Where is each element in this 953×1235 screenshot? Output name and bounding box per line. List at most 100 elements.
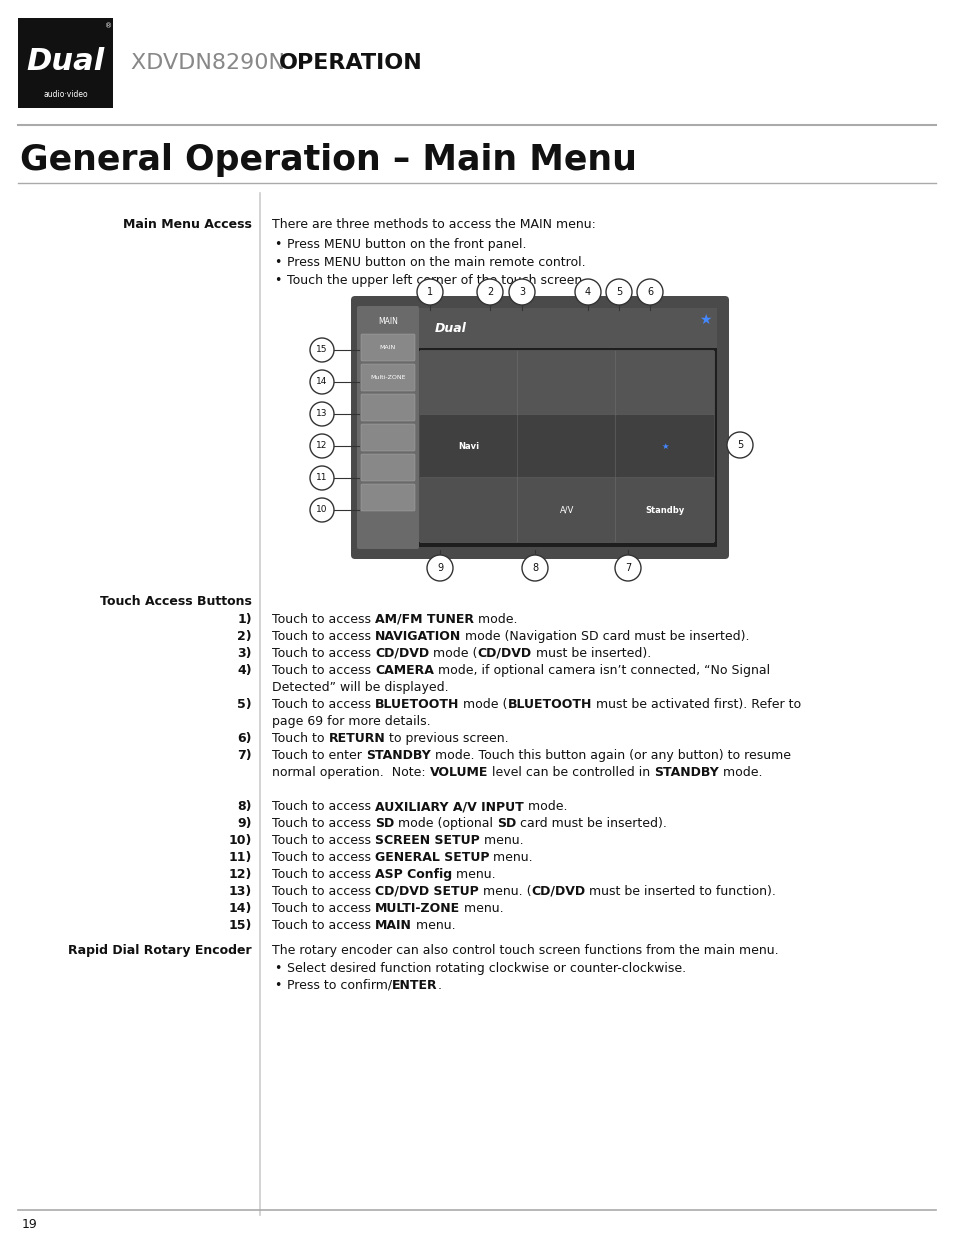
Text: •: • — [274, 256, 281, 269]
FancyBboxPatch shape — [356, 306, 418, 550]
Circle shape — [726, 432, 752, 458]
Text: 5): 5) — [237, 698, 252, 711]
Text: MAIN: MAIN — [379, 345, 395, 350]
Text: 12: 12 — [316, 441, 327, 451]
FancyBboxPatch shape — [360, 364, 415, 391]
Text: menu.: menu. — [459, 902, 503, 915]
Text: Detected” will be displayed.: Detected” will be displayed. — [272, 680, 448, 694]
Text: Touch to access: Touch to access — [272, 800, 375, 813]
Text: ®: ® — [106, 23, 112, 28]
Text: 9: 9 — [436, 563, 442, 573]
Text: Touch to access: Touch to access — [272, 613, 375, 626]
Circle shape — [476, 279, 502, 305]
Text: 10: 10 — [315, 505, 328, 515]
Text: ASP Config: ASP Config — [375, 868, 452, 881]
Circle shape — [310, 370, 334, 394]
Text: 19: 19 — [22, 1219, 38, 1231]
Text: Main Menu Access: Main Menu Access — [123, 219, 252, 231]
Text: 2): 2) — [237, 630, 252, 643]
Text: page 69 for more details.: page 69 for more details. — [272, 715, 430, 727]
Text: 3: 3 — [518, 287, 524, 296]
Text: ★: ★ — [698, 312, 711, 327]
Text: •: • — [274, 274, 281, 287]
Text: Touch to access: Touch to access — [272, 919, 375, 932]
Text: menu. (: menu. ( — [478, 885, 531, 898]
Text: audio·video: audio·video — [43, 90, 88, 99]
Text: Press to confirm/: Press to confirm/ — [287, 979, 392, 992]
Text: Touch the upper left corner of the touch screen.: Touch the upper left corner of the touch… — [287, 274, 586, 287]
Circle shape — [416, 279, 442, 305]
Text: NAVIGATION: NAVIGATION — [375, 630, 460, 643]
Text: Press MENU button on the front panel.: Press MENU button on the front panel. — [287, 238, 526, 251]
Text: 7: 7 — [624, 563, 631, 573]
Text: 14: 14 — [316, 378, 327, 387]
FancyBboxPatch shape — [418, 308, 717, 547]
Text: CD/DVD: CD/DVD — [531, 885, 585, 898]
Text: 1): 1) — [237, 613, 252, 626]
Circle shape — [509, 279, 535, 305]
Text: STANDBY: STANDBY — [654, 766, 719, 779]
FancyBboxPatch shape — [360, 454, 415, 480]
Text: •: • — [274, 962, 281, 974]
Text: 8: 8 — [532, 563, 537, 573]
Text: SD: SD — [497, 818, 516, 830]
Text: mode.: mode. — [719, 766, 761, 779]
Text: STANDBY: STANDBY — [366, 748, 430, 762]
Text: 8): 8) — [237, 800, 252, 813]
Text: Dual: Dual — [27, 47, 105, 75]
Text: mode (Navigation SD card must be inserted).: mode (Navigation SD card must be inserte… — [460, 630, 749, 643]
Text: ★: ★ — [660, 442, 668, 451]
Text: CAMERA: CAMERA — [375, 664, 434, 677]
FancyBboxPatch shape — [360, 333, 415, 361]
Text: 5: 5 — [616, 287, 621, 296]
Text: Press MENU button on the main remote control.: Press MENU button on the main remote con… — [287, 256, 585, 269]
Text: 15: 15 — [315, 346, 328, 354]
Text: mode. Touch this button again (or any button) to resume: mode. Touch this button again (or any bu… — [430, 748, 790, 762]
Text: mode (: mode ( — [429, 647, 477, 659]
Text: BLUETOOTH: BLUETOOTH — [375, 698, 459, 711]
Circle shape — [521, 555, 547, 580]
Text: mode (: mode ( — [459, 698, 507, 711]
Text: must be inserted).: must be inserted). — [531, 647, 650, 659]
Text: Touch to access: Touch to access — [272, 818, 375, 830]
Text: GENERAL SETUP: GENERAL SETUP — [375, 851, 489, 864]
Text: Standby: Standby — [644, 505, 684, 515]
Text: AM/FM TUNER: AM/FM TUNER — [375, 613, 474, 626]
Text: 10): 10) — [229, 834, 252, 847]
Text: Touch to enter: Touch to enter — [272, 748, 366, 762]
Text: Rapid Dial Rotary Encoder: Rapid Dial Rotary Encoder — [69, 944, 252, 957]
Text: Navi: Navi — [458, 442, 479, 451]
Text: •: • — [274, 238, 281, 251]
Text: CD/DVD: CD/DVD — [375, 647, 429, 659]
Text: mode.: mode. — [523, 800, 567, 813]
Text: 15): 15) — [229, 919, 252, 932]
Text: Touch to access: Touch to access — [272, 834, 375, 847]
Text: 14): 14) — [229, 902, 252, 915]
Text: 1: 1 — [427, 287, 433, 296]
FancyBboxPatch shape — [360, 394, 415, 421]
Text: Touch to access: Touch to access — [272, 647, 375, 659]
Text: 6: 6 — [646, 287, 653, 296]
FancyBboxPatch shape — [615, 351, 714, 415]
Circle shape — [427, 555, 453, 580]
Text: 2: 2 — [486, 287, 493, 296]
Text: Touch to access: Touch to access — [272, 868, 375, 881]
Text: Dual: Dual — [435, 321, 466, 335]
Text: General Operation – Main Menu: General Operation – Main Menu — [20, 143, 637, 177]
FancyBboxPatch shape — [517, 478, 616, 542]
Text: SD: SD — [375, 818, 394, 830]
Text: The rotary encoder can also control touch screen functions from the main menu.: The rotary encoder can also control touc… — [272, 944, 778, 957]
Text: .: . — [437, 979, 441, 992]
Text: Touch to access: Touch to access — [272, 902, 375, 915]
FancyBboxPatch shape — [419, 478, 518, 542]
FancyBboxPatch shape — [351, 296, 728, 559]
Text: BLUETOOTH: BLUETOOTH — [507, 698, 592, 711]
Text: 4): 4) — [237, 664, 252, 677]
Text: 5: 5 — [736, 440, 742, 450]
Text: Touch to: Touch to — [272, 732, 328, 745]
Circle shape — [310, 338, 334, 362]
Text: OPERATION: OPERATION — [278, 53, 422, 73]
FancyBboxPatch shape — [418, 308, 717, 348]
FancyBboxPatch shape — [615, 414, 714, 479]
Circle shape — [310, 466, 334, 490]
